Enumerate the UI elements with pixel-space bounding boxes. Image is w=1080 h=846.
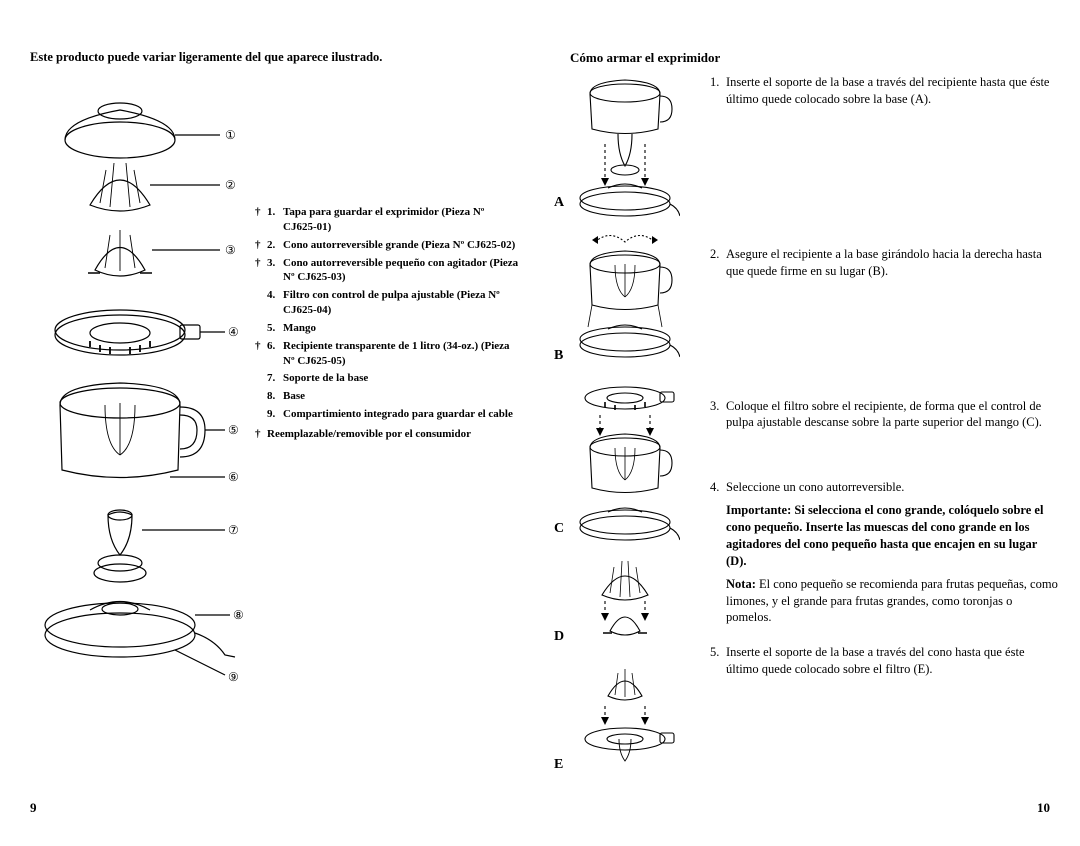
parts-list: †1.Tapa para guardar el exprimidor (Piez… bbox=[255, 205, 520, 422]
figure-b: B bbox=[570, 227, 695, 372]
part-item: 9.Compartimiento integrado para guardar … bbox=[255, 407, 520, 422]
figure-a: A bbox=[570, 74, 695, 219]
figure-c: C bbox=[570, 380, 695, 545]
parts-list-column: †1.Tapa para guardar el exprimidor (Piez… bbox=[255, 85, 520, 710]
callout-6: ⑥ bbox=[228, 470, 239, 484]
parts-footer: † Reemplazable/removible por el consumid… bbox=[255, 428, 520, 440]
callout-1: ① bbox=[225, 128, 236, 142]
step-4-note: Nota: El cono pequeño se recomienda para… bbox=[726, 576, 1060, 627]
callout-3: ③ bbox=[225, 243, 236, 257]
step-3: 3. Coloque el filtro sobre el recipiente… bbox=[710, 398, 1060, 438]
page-number-right: 10 bbox=[1037, 800, 1050, 816]
figure-label-e: E bbox=[554, 757, 563, 773]
figures-column: A bbox=[570, 74, 695, 789]
step-1: 1. Inserte el soporte de la base a travé… bbox=[710, 74, 1060, 114]
part-item: 8.Base bbox=[255, 389, 520, 404]
exploded-diagram: ① ② ③ ④ ⑤ ⑥ ⑦ ⑧ ⑨ bbox=[30, 85, 245, 710]
callout-4: ④ bbox=[228, 325, 239, 339]
part-item: †6.Recipiente transparente de 1 litro (3… bbox=[255, 339, 520, 369]
left-content: ① ② ③ ④ ⑤ ⑥ ⑦ ⑧ ⑨ †1.Tapa para guardar e… bbox=[30, 85, 520, 710]
callout-8: ⑧ bbox=[233, 608, 244, 622]
figure-label-c: C bbox=[554, 521, 564, 537]
figure-label-a: A bbox=[554, 195, 564, 211]
steps-column: 1. Inserte el soporte de la base a travé… bbox=[710, 74, 1060, 789]
part-item: 5.Mango bbox=[255, 321, 520, 336]
figure-e: E bbox=[570, 661, 695, 781]
figure-d: D bbox=[570, 553, 695, 653]
exploded-diagram-svg: ① ② ③ ④ ⑤ ⑥ ⑦ ⑧ ⑨ bbox=[30, 85, 245, 705]
step-2: 2. Asegure el recipiente a la base girán… bbox=[710, 246, 1060, 286]
figure-label-b: B bbox=[554, 348, 563, 364]
page-left: Este producto puede variar ligeramente d… bbox=[0, 0, 540, 846]
part-item: 7.Soporte de la base bbox=[255, 371, 520, 386]
part-item: †3.Cono autorreversible pequeño con agit… bbox=[255, 256, 520, 286]
assembly-title: Cómo armar el exprimidor bbox=[570, 50, 1060, 66]
callout-7: ⑦ bbox=[228, 523, 239, 537]
part-item: †1.Tapa para guardar el exprimidor (Piez… bbox=[255, 205, 520, 235]
figure-label-d: D bbox=[554, 629, 564, 645]
right-content: A bbox=[570, 74, 1060, 789]
step-4: 4. Seleccione un cono autorreversible. I… bbox=[710, 479, 1060, 632]
product-note: Este producto puede variar ligeramente d… bbox=[30, 50, 520, 65]
step-5: 5. Inserte el soporte de la base a travé… bbox=[710, 644, 1060, 684]
callout-9: ⑨ bbox=[228, 670, 239, 684]
page-right: Cómo armar el exprimidor bbox=[540, 0, 1080, 846]
page-number-left: 9 bbox=[30, 800, 37, 816]
part-item: †2.Cono autorreversible grande (Pieza Nº… bbox=[255, 238, 520, 253]
callout-5: ⑤ bbox=[228, 423, 239, 437]
callout-2: ② bbox=[225, 178, 236, 192]
part-item: 4.Filtro con control de pulpa ajustable … bbox=[255, 288, 520, 318]
